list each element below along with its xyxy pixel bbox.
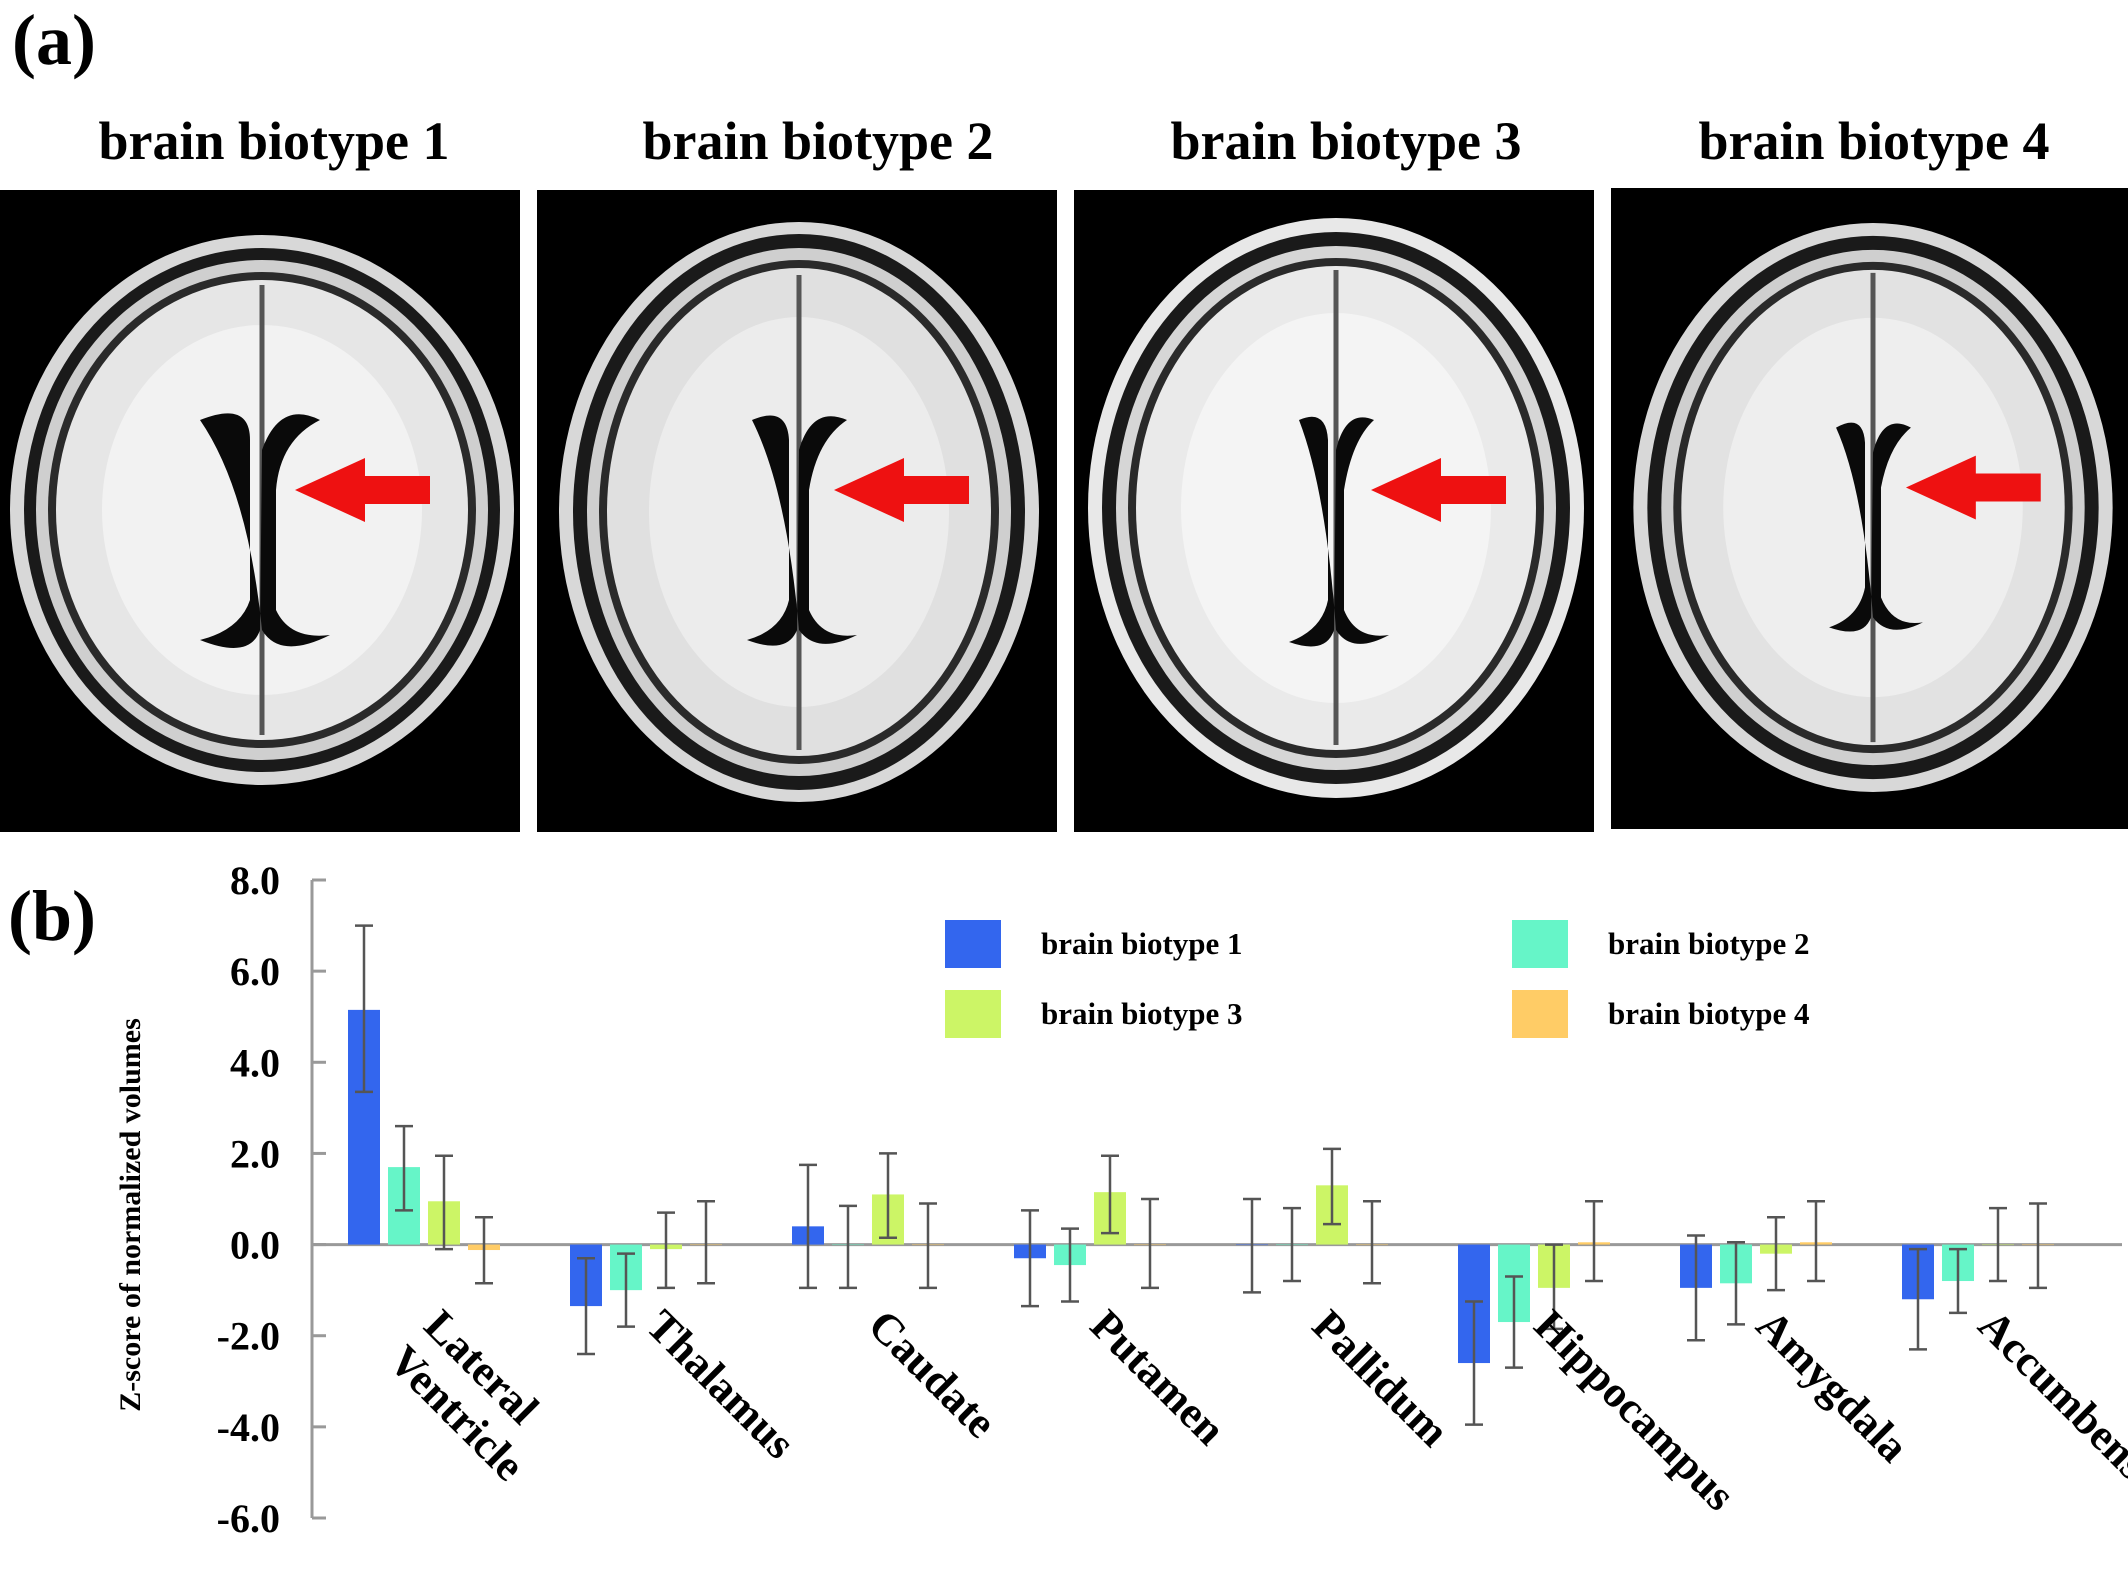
y-tick-label: 4.0 — [230, 1040, 280, 1085]
arrow-icon — [1905, 455, 2041, 520]
x-tick-label: Putamen — [1081, 1300, 1235, 1454]
x-tick-label: Thalamus — [637, 1300, 805, 1468]
legend-label: brain biotype 2 — [1608, 926, 1810, 961]
legend-swatch — [945, 990, 1001, 1038]
biotype-2-title: brain biotype 2 — [642, 111, 994, 171]
mri-scan-biotype-3 — [1074, 190, 1594, 832]
mri-scan-biotype-2 — [537, 190, 1057, 832]
legend-swatch — [945, 920, 1001, 968]
bars-group — [348, 1009, 2054, 1364]
brain-mri-image — [10, 235, 514, 785]
brain-mri-image — [1633, 222, 2113, 793]
arrow-icon — [1371, 458, 1506, 522]
biotype-3-title: brain biotype 3 — [1170, 111, 1522, 171]
error-bars-group — [355, 924, 2047, 1426]
mri-scan-biotype-4 — [1611, 188, 2128, 829]
x-tick-label: LateralVentricle — [380, 1300, 570, 1490]
legend-label: brain biotype 3 — [1041, 996, 1243, 1031]
y-tick-label: -2.0 — [217, 1314, 280, 1359]
panel-a-label: (a) — [12, 0, 96, 80]
legend-label: brain biotype 4 — [1608, 996, 1810, 1031]
brain-mri-image — [559, 222, 1039, 802]
y-tick-label: 0.0 — [230, 1223, 280, 1268]
legend-label: brain biotype 1 — [1041, 926, 1243, 961]
arrow-icon — [295, 458, 430, 522]
biotype-4-title: brain biotype 4 — [1698, 111, 2050, 171]
brain-mri-image — [1088, 218, 1584, 798]
y-axis-label: Z-score of normalized volumes — [114, 1018, 147, 1412]
y-tick-label: 6.0 — [230, 949, 280, 994]
x-tick-label: Caudate — [859, 1300, 1006, 1447]
y-tick-label: 2.0 — [230, 1131, 280, 1176]
y-tick-label: -6.0 — [217, 1496, 280, 1541]
y-tick-label: 8.0 — [230, 858, 280, 903]
x-tick-labels: LateralVentricle Thalamus Caudate Putamen Pa… — [380, 1300, 2128, 1520]
x-tick-label: Pallidum — [1303, 1300, 1459, 1456]
x-tick-label: Accumbens — [1969, 1300, 2128, 1488]
legend: brain biotype 1 brain biotype 2 brain biot… — [945, 920, 1810, 1038]
x-tick-label: Hippocampus — [1525, 1300, 1745, 1520]
legend-swatch — [1512, 920, 1568, 968]
x-tick-label: Amygdala — [1747, 1300, 1918, 1471]
arrow-icon — [834, 458, 969, 522]
mri-scan-biotype-1 — [0, 190, 520, 832]
bar-chart: 8.0 6.0 4.0 2.0 0.0 -2.0 -4.0 -6.0 Z-score of n… — [114, 858, 2128, 1541]
biotype-1-title: brain biotype 1 — [98, 111, 450, 171]
panel-b-label: (b) — [8, 876, 96, 956]
y-tick-label: -4.0 — [217, 1405, 280, 1450]
legend-swatch — [1512, 990, 1568, 1038]
y-axis: 8.0 6.0 4.0 2.0 0.0 -2.0 -4.0 -6.0 — [217, 858, 2122, 1541]
